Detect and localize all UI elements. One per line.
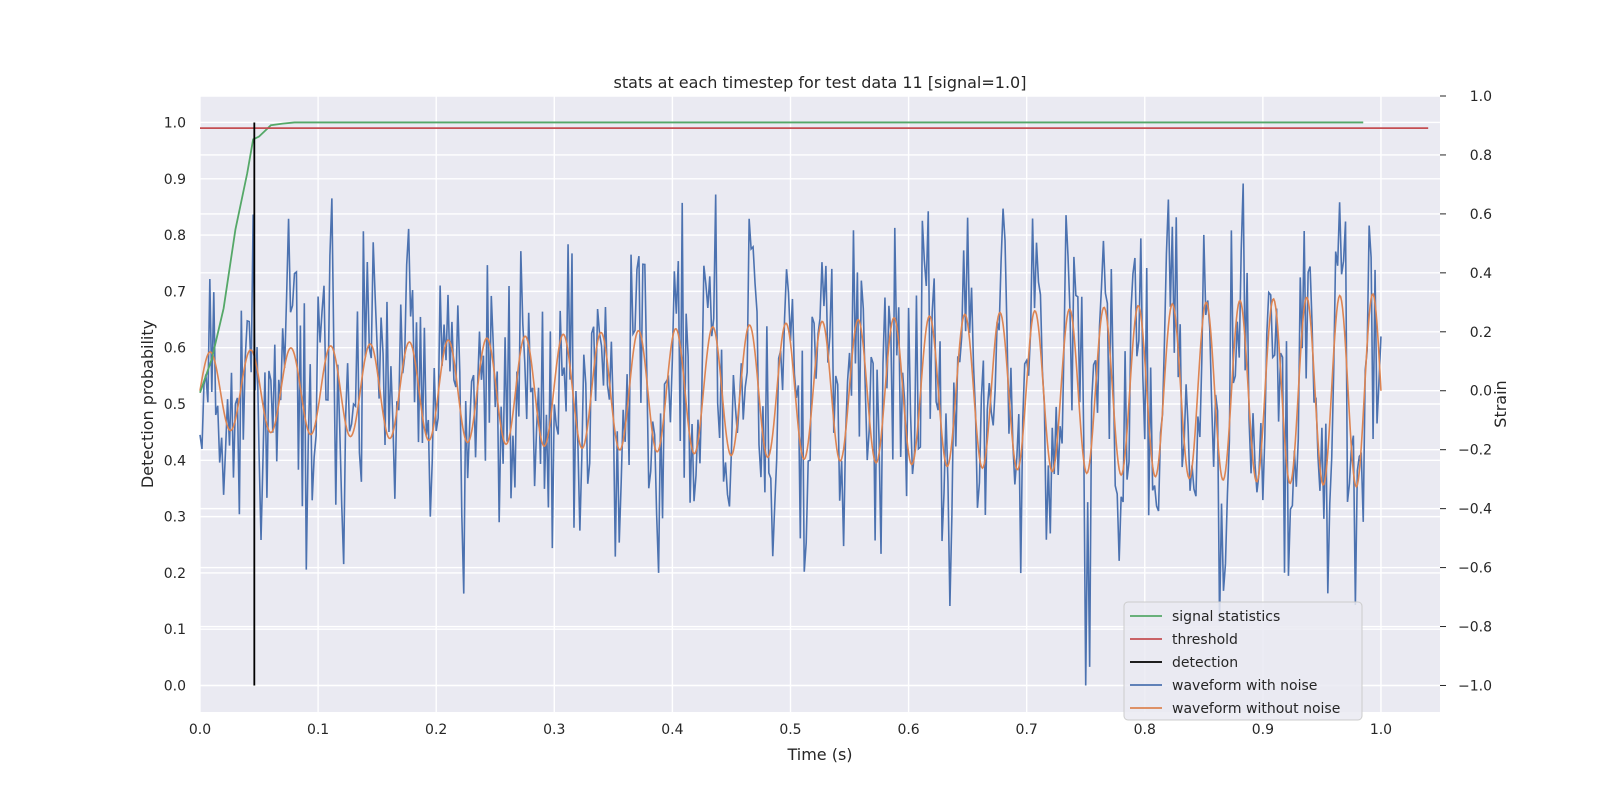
y-tick-label: 0.6 <box>164 341 186 357</box>
y-tick-label: 0.0 <box>164 679 186 695</box>
y2-tick-label: −1.0 <box>1458 678 1492 694</box>
y-tick-label: 0.2 <box>164 566 186 582</box>
y-tick-label: 1.0 <box>164 115 186 131</box>
x-tick-label: 0.9 <box>1252 722 1274 738</box>
legend: signal statistics threshold detection wa… <box>1123 601 1363 721</box>
legend-label-detection: detection <box>1172 655 1238 671</box>
legend-box <box>1123 601 1363 721</box>
y2-tick-label: 0.0 <box>1470 384 1492 400</box>
y-tick-label: 0.8 <box>164 228 186 244</box>
y2-tick-label: −0.4 <box>1458 502 1492 518</box>
x-axis-label: Time (s) <box>786 745 852 764</box>
y2-axis-label: Strain <box>1491 380 1510 427</box>
y-axis-label: Detection probability <box>138 320 157 488</box>
series-waveform-without-noise <box>199 292 1382 489</box>
y2-tick-label: −0.6 <box>1458 561 1492 577</box>
legend-label-signal-statistics: signal statistics <box>1172 609 1280 625</box>
y2-tick-label: 1.0 <box>1470 89 1492 105</box>
x-tick-label: 0.1 <box>307 722 329 738</box>
y-tick-label: 0.7 <box>164 284 186 300</box>
x-tick-label: 0.8 <box>1134 722 1156 738</box>
y-axis-ticks: 0.0 0.1 0.2 0.3 0.4 0.5 0.6 0.7 0.8 0.9 1.0 <box>164 115 186 694</box>
legend-label-waveform-without-noise: waveform without noise <box>1172 701 1340 717</box>
x-tick-label: 0.7 <box>1016 722 1038 738</box>
y-tick-label: 0.9 <box>164 172 186 188</box>
x-tick-label: 0.0 <box>189 722 211 738</box>
x-axis-ticks: 0.0 0.1 0.2 0.3 0.4 0.5 0.6 0.7 0.8 0.9 1.0 <box>189 722 1392 738</box>
y2-tick-label: −0.2 <box>1458 443 1492 459</box>
x-tick-label: 0.5 <box>779 722 801 738</box>
y2-tick-label: 0.8 <box>1470 148 1492 164</box>
x-tick-label: 1.0 <box>1370 722 1392 738</box>
x-tick-label: 0.4 <box>661 722 683 738</box>
y-tick-label: 0.3 <box>164 510 186 526</box>
x-tick-label: 0.6 <box>897 722 919 738</box>
y2-tick-label: −0.8 <box>1458 620 1492 636</box>
legend-label-waveform-with-noise: waveform with noise <box>1172 678 1317 694</box>
x-tick-label: 0.3 <box>543 722 565 738</box>
series-layer <box>199 121 1429 686</box>
series-signal-statistics <box>199 121 1364 394</box>
y2-axis-ticks: −1.0 −0.8 −0.6 −0.4 −0.2 0.0 0.2 0.4 0.6 0.8 1.0 <box>1440 89 1492 694</box>
y-tick-label: 0.5 <box>164 397 186 413</box>
y-tick-label: 0.4 <box>164 453 186 469</box>
y-tick-label: 0.1 <box>164 622 186 638</box>
legend-label-threshold: threshold <box>1172 632 1238 648</box>
x-tick-label: 0.2 <box>425 722 447 738</box>
y2-tick-label: 0.2 <box>1470 325 1492 341</box>
chart-title: stats at each timestep for test data 11 … <box>614 73 1027 92</box>
y2-tick-label: 0.4 <box>1470 266 1492 282</box>
y2-tick-label: 0.6 <box>1470 207 1492 223</box>
